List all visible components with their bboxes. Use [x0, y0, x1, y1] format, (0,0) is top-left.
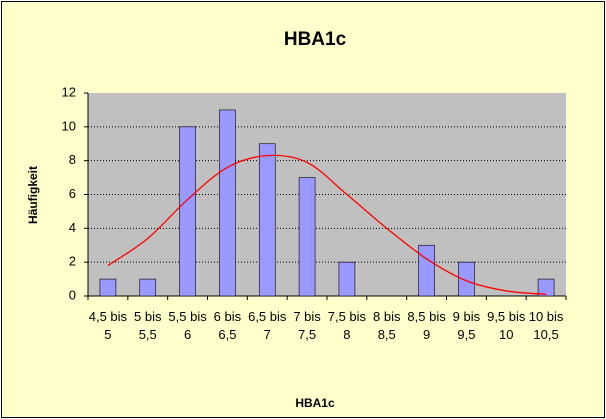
- bar: [298, 177, 316, 297]
- x-tick-label: 7,5 bis 8: [327, 309, 367, 342]
- bar: [338, 261, 356, 297]
- y-tick-label: 4: [69, 220, 76, 235]
- x-tick-label: 5,5 bis 6: [168, 309, 207, 342]
- bar: [458, 261, 475, 297]
- chart-title: HBA1c: [284, 29, 347, 50]
- bar: [258, 143, 276, 297]
- y-axis-label: Häufigkeit: [26, 166, 40, 224]
- x-tick-label: 6,5 bis 7: [248, 309, 287, 342]
- bar: [179, 126, 196, 297]
- bar: [418, 244, 435, 297]
- fit-line: [107, 154, 547, 295]
- y-tick-label: 10: [62, 118, 76, 133]
- y-tick-label: 8: [69, 152, 76, 167]
- x-tick-label: 10 bis 10,5: [528, 309, 564, 342]
- x-tick-label: 4,5 bis 5: [88, 309, 128, 342]
- y-tick-label: 2: [69, 254, 76, 269]
- x-tick-label: 9,5 bis 10: [487, 309, 526, 342]
- y-tick-label: 0: [69, 287, 76, 302]
- bar: [219, 109, 236, 297]
- x-tick-label: 7 bis 7,5: [293, 309, 321, 342]
- x-tick-label: 8 bis 8,5: [373, 309, 401, 342]
- y-tick-label: 12: [62, 84, 76, 99]
- x-tick-label: 5 bis 5,5: [134, 309, 162, 342]
- bar: [99, 278, 117, 297]
- plot-area: [88, 93, 566, 296]
- x-tick-label: 6 bis 6,5: [213, 309, 242, 342]
- x-tick-label: 8,5 bis 9: [407, 309, 446, 342]
- x-tick-label: 9 bis 9,5: [452, 309, 481, 342]
- x-axis-label: HBA1c: [295, 396, 335, 410]
- y-tick-label: 6: [69, 186, 76, 201]
- bar: [139, 278, 157, 297]
- bar: [537, 278, 555, 297]
